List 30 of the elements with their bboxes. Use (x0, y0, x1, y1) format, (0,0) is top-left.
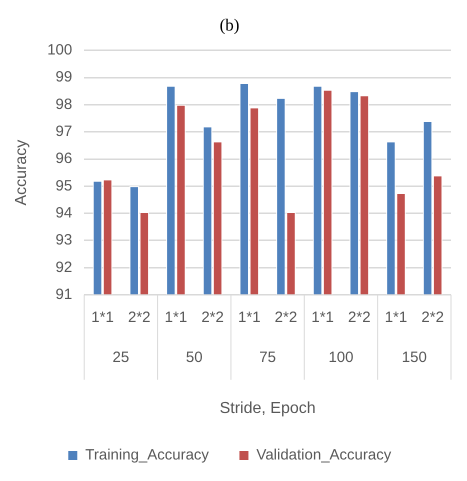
x-tick-label: 1*1 (238, 308, 261, 326)
x-tick-label: 1*1 (311, 308, 334, 326)
y-tick-label: 97 (56, 123, 72, 140)
x-tick-label: 1*1 (384, 308, 408, 326)
chart-title: (b) (220, 16, 240, 35)
text: 150 (402, 348, 427, 366)
text: 25 (112, 348, 130, 366)
y-tick-label: 94 (56, 204, 72, 222)
y-tick-label: 100 (47, 42, 72, 59)
x-tick-label: 2*2 (421, 308, 444, 326)
x-tick-label: 1*1 (164, 308, 188, 326)
x-axis-title: Stride, Epoch (220, 400, 316, 417)
x-tick-label: 1*1 (91, 308, 114, 326)
text: 100 (328, 348, 354, 366)
x-tick-label: 2*2 (348, 308, 371, 326)
y-tick-label: 91 (56, 286, 72, 303)
legend-label: Training_Accuracy (85, 446, 210, 464)
y-axis-title: Accuracy (13, 140, 30, 206)
text: 75 (259, 348, 276, 366)
x-tick-label: 2*2 (201, 308, 224, 326)
x-tick-label: 2*2 (128, 308, 151, 326)
legend-label: Validation_Accuracy (256, 446, 392, 464)
y-tick-label: 99 (56, 68, 72, 86)
y-tick-label: 95 (56, 177, 72, 194)
y-tick-label: 92 (56, 258, 72, 276)
text: 50 (186, 348, 203, 366)
y-tick-label: 96 (56, 150, 72, 168)
x-tick-label: 2*2 (274, 308, 298, 326)
y-tick-label: 93 (56, 232, 72, 249)
y-tick-label: 98 (56, 96, 72, 113)
